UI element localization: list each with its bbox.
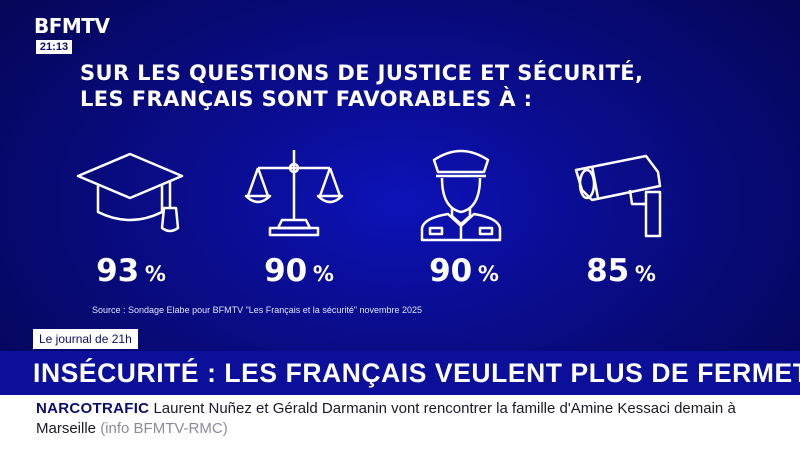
graduation-cap-icon	[74, 150, 186, 236]
ticker-headline: Laurent Nuñez et Gérald Darmanin vont re…	[36, 400, 736, 437]
news-ticker	[0, 395, 800, 450]
stat-unit-3: %	[477, 262, 499, 286]
stat-value-3: 90 %	[404, 253, 524, 289]
surveillance-camera-icon	[572, 152, 668, 240]
headline-line-1: SUR LES QUESTIONS DE JUSTICE ET SÉCURITÉ…	[80, 61, 644, 85]
stat-value-2: 90 %	[239, 253, 359, 289]
stat-number-1: 93	[96, 253, 140, 289]
police-officer-icon	[418, 142, 504, 242]
stat-value-1: 93 %	[71, 253, 191, 289]
ticker-tag: NARCOTRAFIC	[36, 400, 150, 417]
lower-third-banner	[0, 351, 800, 395]
clock: 21:13	[36, 40, 72, 54]
stat-number-3: 90	[429, 253, 473, 289]
headline-line-2: LES FRANÇAIS SONT FAVORABLES À :	[80, 87, 533, 111]
stat-value-4: 85 %	[561, 253, 681, 289]
stat-number-4: 85	[586, 253, 630, 289]
ticker-text: NARCOTRAFIC Laurent Nuñez et Gérald Darm…	[36, 399, 776, 439]
scales-of-justice-icon	[244, 146, 344, 238]
infographic-headline: SUR LES QUESTIONS DE JUSTICE ET SÉCURITÉ…	[80, 60, 740, 112]
stat-unit-1: %	[144, 262, 166, 286]
ticker-credit: (info BFMTV-RMC)	[100, 420, 228, 437]
show-label: Le journal de 21h	[33, 329, 138, 349]
source-note: Source : Sondage Elabe pour BFMTV "Les F…	[92, 305, 423, 315]
channel-logo: BFMTV	[34, 14, 110, 38]
stat-number-2: 90	[264, 253, 308, 289]
stat-unit-2: %	[312, 262, 334, 286]
lower-third-title: INSÉCURITÉ : LES FRANÇAIS VEULENT PLUS D…	[33, 358, 800, 388]
stat-unit-4: %	[634, 262, 656, 286]
